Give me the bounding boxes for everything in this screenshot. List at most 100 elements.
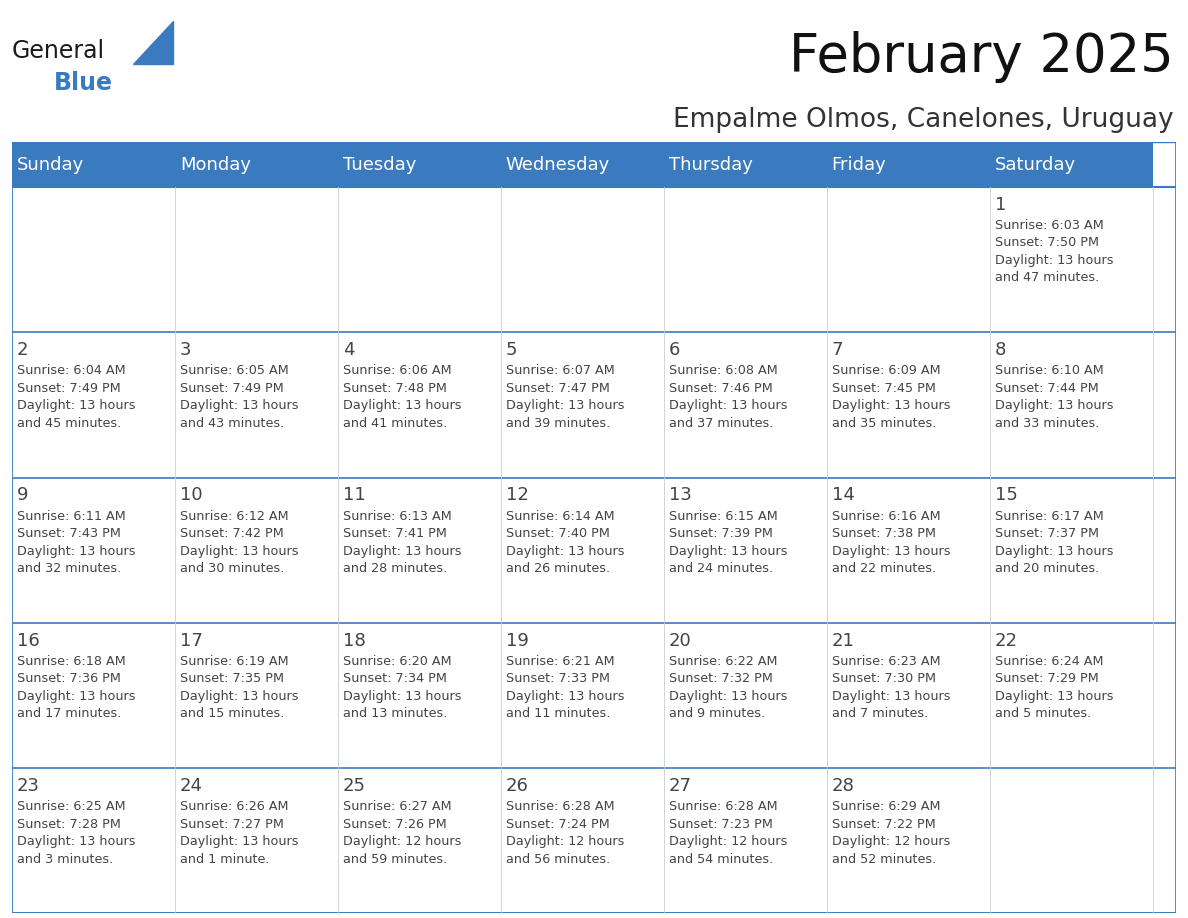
Text: Sunrise: 6:17 AM
Sunset: 7:37 PM
Daylight: 13 hours
and 20 minutes.: Sunrise: 6:17 AM Sunset: 7:37 PM Dayligh…	[994, 509, 1113, 575]
Text: Sunrise: 6:04 AM
Sunset: 7:49 PM
Daylight: 13 hours
and 45 minutes.: Sunrise: 6:04 AM Sunset: 7:49 PM Dayligh…	[17, 364, 135, 430]
Text: Sunrise: 6:26 AM
Sunset: 7:27 PM
Daylight: 13 hours
and 1 minute.: Sunrise: 6:26 AM Sunset: 7:27 PM Dayligh…	[179, 800, 298, 866]
Bar	[501, 768, 664, 913]
Bar	[664, 332, 827, 477]
Bar	[12, 477, 175, 622]
Text: Sunrise: 6:06 AM
Sunset: 7:48 PM
Daylight: 13 hours
and 41 minutes.: Sunrise: 6:06 AM Sunset: 7:48 PM Dayligh…	[343, 364, 461, 430]
Bar	[827, 142, 990, 187]
Text: General: General	[12, 39, 105, 63]
Text: Thursday: Thursday	[669, 156, 753, 174]
Bar	[337, 142, 501, 187]
Text: Tuesday: Tuesday	[343, 156, 416, 174]
Text: 10: 10	[179, 487, 202, 504]
Text: Sunrise: 6:10 AM
Sunset: 7:44 PM
Daylight: 13 hours
and 33 minutes.: Sunrise: 6:10 AM Sunset: 7:44 PM Dayligh…	[994, 364, 1113, 430]
Text: 5: 5	[506, 341, 517, 359]
Bar	[664, 477, 827, 622]
Text: 27: 27	[669, 777, 691, 795]
Text: Sunday: Sunday	[17, 156, 84, 174]
Bar	[501, 622, 664, 768]
Text: 18: 18	[343, 632, 366, 650]
Bar	[175, 332, 337, 477]
Text: 9: 9	[17, 487, 29, 504]
Bar	[501, 187, 664, 332]
Text: Sunrise: 6:27 AM
Sunset: 7:26 PM
Daylight: 12 hours
and 59 minutes.: Sunrise: 6:27 AM Sunset: 7:26 PM Dayligh…	[343, 800, 461, 866]
Text: 3: 3	[179, 341, 191, 359]
Text: Wednesday: Wednesday	[506, 156, 609, 174]
Text: 19: 19	[506, 632, 529, 650]
Text: 16: 16	[17, 632, 39, 650]
Text: Sunrise: 6:07 AM
Sunset: 7:47 PM
Daylight: 13 hours
and 39 minutes.: Sunrise: 6:07 AM Sunset: 7:47 PM Dayligh…	[506, 364, 624, 430]
Bar	[337, 622, 501, 768]
Text: 8: 8	[994, 341, 1006, 359]
Text: Friday: Friday	[832, 156, 886, 174]
Text: Sunrise: 6:19 AM
Sunset: 7:35 PM
Daylight: 13 hours
and 15 minutes.: Sunrise: 6:19 AM Sunset: 7:35 PM Dayligh…	[179, 655, 298, 721]
Bar	[664, 768, 827, 913]
Bar	[12, 622, 175, 768]
Bar	[175, 142, 337, 187]
Text: 12: 12	[506, 487, 529, 504]
Bar	[827, 187, 990, 332]
Text: 20: 20	[669, 632, 691, 650]
Text: Sunrise: 6:18 AM
Sunset: 7:36 PM
Daylight: 13 hours
and 17 minutes.: Sunrise: 6:18 AM Sunset: 7:36 PM Dayligh…	[17, 655, 135, 721]
Text: Sunrise: 6:13 AM
Sunset: 7:41 PM
Daylight: 13 hours
and 28 minutes.: Sunrise: 6:13 AM Sunset: 7:41 PM Dayligh…	[343, 509, 461, 575]
Bar	[990, 768, 1152, 913]
Bar	[827, 768, 990, 913]
Text: Sunrise: 6:08 AM
Sunset: 7:46 PM
Daylight: 13 hours
and 37 minutes.: Sunrise: 6:08 AM Sunset: 7:46 PM Dayligh…	[669, 364, 788, 430]
Bar	[175, 477, 337, 622]
Text: Saturday: Saturday	[994, 156, 1076, 174]
Text: 25: 25	[343, 777, 366, 795]
Bar	[990, 142, 1152, 187]
Bar	[175, 768, 337, 913]
Bar	[12, 332, 175, 477]
Text: 26: 26	[506, 777, 529, 795]
Bar	[990, 332, 1152, 477]
Bar	[501, 142, 664, 187]
Bar	[990, 187, 1152, 332]
Bar	[664, 622, 827, 768]
Bar	[175, 187, 337, 332]
Bar	[337, 477, 501, 622]
Text: 11: 11	[343, 487, 366, 504]
Bar	[501, 332, 664, 477]
Text: Sunrise: 6:20 AM
Sunset: 7:34 PM
Daylight: 13 hours
and 13 minutes.: Sunrise: 6:20 AM Sunset: 7:34 PM Dayligh…	[343, 655, 461, 721]
Text: Sunrise: 6:03 AM
Sunset: 7:50 PM
Daylight: 13 hours
and 47 minutes.: Sunrise: 6:03 AM Sunset: 7:50 PM Dayligh…	[994, 219, 1113, 285]
Bar	[337, 768, 501, 913]
Bar	[664, 187, 827, 332]
Text: February 2025: February 2025	[789, 31, 1174, 84]
Text: Empalme Olmos, Canelones, Uruguay: Empalme Olmos, Canelones, Uruguay	[674, 106, 1174, 133]
Text: 15: 15	[994, 487, 1018, 504]
Bar	[990, 622, 1152, 768]
Text: 14: 14	[832, 487, 854, 504]
Bar	[501, 477, 664, 622]
Text: Sunrise: 6:15 AM
Sunset: 7:39 PM
Daylight: 13 hours
and 24 minutes.: Sunrise: 6:15 AM Sunset: 7:39 PM Dayligh…	[669, 509, 788, 575]
Text: Sunrise: 6:28 AM
Sunset: 7:24 PM
Daylight: 12 hours
and 56 minutes.: Sunrise: 6:28 AM Sunset: 7:24 PM Dayligh…	[506, 800, 624, 866]
Text: 6: 6	[669, 341, 680, 359]
Text: 2: 2	[17, 341, 29, 359]
Text: 4: 4	[343, 341, 354, 359]
Bar	[337, 187, 501, 332]
Text: Sunrise: 6:05 AM
Sunset: 7:49 PM
Daylight: 13 hours
and 43 minutes.: Sunrise: 6:05 AM Sunset: 7:49 PM Dayligh…	[179, 364, 298, 430]
Text: Sunrise: 6:09 AM
Sunset: 7:45 PM
Daylight: 13 hours
and 35 minutes.: Sunrise: 6:09 AM Sunset: 7:45 PM Dayligh…	[832, 364, 950, 430]
Text: Sunrise: 6:24 AM
Sunset: 7:29 PM
Daylight: 13 hours
and 5 minutes.: Sunrise: 6:24 AM Sunset: 7:29 PM Dayligh…	[994, 655, 1113, 721]
Bar	[990, 477, 1152, 622]
Text: 21: 21	[832, 632, 854, 650]
Text: Sunrise: 6:21 AM
Sunset: 7:33 PM
Daylight: 13 hours
and 11 minutes.: Sunrise: 6:21 AM Sunset: 7:33 PM Dayligh…	[506, 655, 624, 721]
Bar	[827, 477, 990, 622]
Text: 1: 1	[994, 196, 1006, 214]
Text: Sunrise: 6:22 AM
Sunset: 7:32 PM
Daylight: 13 hours
and 9 minutes.: Sunrise: 6:22 AM Sunset: 7:32 PM Dayligh…	[669, 655, 788, 721]
Text: Blue: Blue	[53, 71, 113, 95]
Text: 17: 17	[179, 632, 203, 650]
Bar	[12, 768, 175, 913]
Text: 24: 24	[179, 777, 203, 795]
Text: 28: 28	[832, 777, 854, 795]
Text: Sunrise: 6:25 AM
Sunset: 7:28 PM
Daylight: 13 hours
and 3 minutes.: Sunrise: 6:25 AM Sunset: 7:28 PM Dayligh…	[17, 800, 135, 866]
Text: Sunrise: 6:23 AM
Sunset: 7:30 PM
Daylight: 13 hours
and 7 minutes.: Sunrise: 6:23 AM Sunset: 7:30 PM Dayligh…	[832, 655, 950, 721]
Bar	[175, 622, 337, 768]
Text: Sunrise: 6:11 AM
Sunset: 7:43 PM
Daylight: 13 hours
and 32 minutes.: Sunrise: 6:11 AM Sunset: 7:43 PM Dayligh…	[17, 509, 135, 575]
Bar	[664, 142, 827, 187]
Text: Sunrise: 6:16 AM
Sunset: 7:38 PM
Daylight: 13 hours
and 22 minutes.: Sunrise: 6:16 AM Sunset: 7:38 PM Dayligh…	[832, 509, 950, 575]
Bar	[12, 187, 175, 332]
Text: 22: 22	[994, 632, 1018, 650]
Bar	[337, 332, 501, 477]
Bar	[12, 142, 175, 187]
Text: Monday: Monday	[179, 156, 251, 174]
